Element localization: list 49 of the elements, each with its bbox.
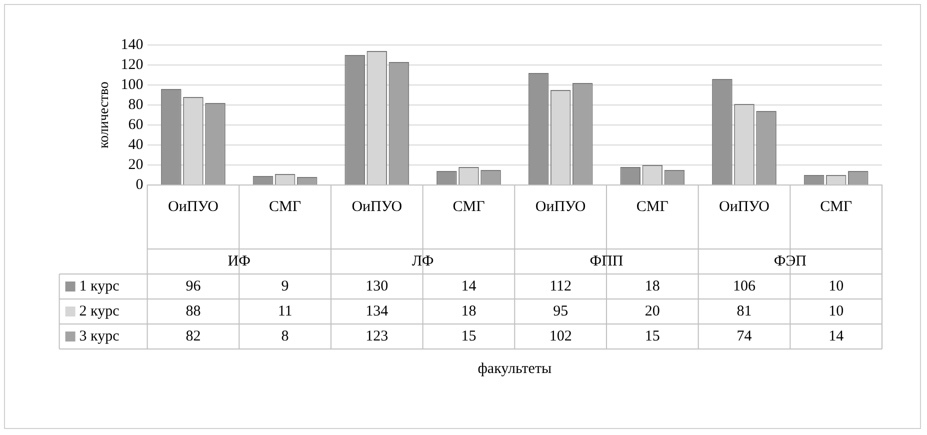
data-label: 20 [644,303,660,320]
data-label: 123 [366,328,388,344]
data-label: 102 [549,328,572,344]
x-tick-label: ОиПУО [535,198,586,215]
text: ФЭП [774,253,807,270]
y-axis-title: количество [97,82,112,148]
x-tick-label: ОиПУО [719,198,770,215]
y-tick-label: 100 [120,76,144,93]
data-label: 18 [461,303,476,320]
data-label: 15 [461,328,476,344]
data-label: 18 [644,278,660,294]
data-label: 10 [828,278,844,294]
data-label: 96 [186,278,202,294]
y-tick-label: 120 [120,56,144,73]
text: ЛФ [412,253,434,270]
data-label: 10 [828,303,844,320]
x-tick-label: СМГ [820,198,852,215]
data-label: 112 [550,278,572,294]
data-label: 81 [736,303,752,320]
legend-label: 1 курс [79,278,120,294]
y-tick-label: 140 [120,36,144,53]
data-label: 14 [828,328,844,344]
text: ИФ [228,253,251,270]
text: факультеты [478,360,552,377]
data-label: 134 [366,303,389,320]
data-label: 15 [644,328,660,344]
data-label: 11 [278,303,292,320]
y-tick-label: 80 [128,96,144,113]
x-tick-label: СМГ [636,198,669,215]
legend-label: 3 курс [79,328,120,344]
y-tick-label: 20 [128,156,144,173]
data-label: 88 [186,303,201,320]
x-tick-label: ОиПУО [168,198,219,215]
x-tick-label: СМГ [269,198,302,215]
data-label: 95 [553,303,568,320]
data-label: 8 [281,328,289,344]
x-tick-label: ОиПУО [352,198,402,215]
y-tick-label: 40 [128,136,144,153]
data-label: 74 [736,328,752,344]
x-tick-label: СМГ [452,198,486,215]
data-label: 82 [186,328,201,344]
data-label: 106 [732,278,756,294]
y-tick-label: 0 [136,176,144,193]
y-tick-label: 60 [128,116,144,133]
text: ФПП [590,253,624,270]
data-label: 130 [366,278,388,294]
legend-label: 2 курс [79,303,120,320]
data-label: 14 [461,278,477,294]
data-label: 9 [281,278,289,294]
